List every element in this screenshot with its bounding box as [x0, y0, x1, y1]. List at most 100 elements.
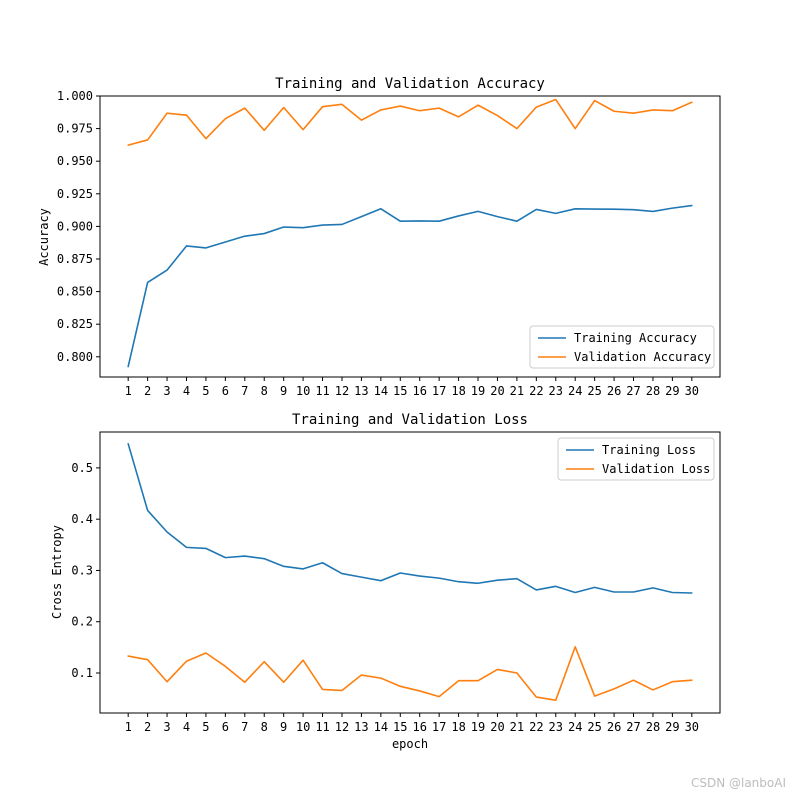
- accuracy-x-tick-label: 17: [432, 384, 446, 398]
- accuracy-x-tick-label: 1: [125, 384, 132, 398]
- accuracy-x-tick-label: 5: [202, 384, 209, 398]
- accuracy-x-tick-label: 28: [646, 384, 660, 398]
- loss-x-tick-label: 21: [510, 720, 524, 734]
- accuracy-y-tick-label: 0.800: [57, 350, 93, 364]
- loss-y-ticks: 0.1 0.2 0.3 0.4 0.5: [71, 461, 100, 680]
- legend-label-training-loss: Training Loss: [602, 443, 696, 457]
- loss-x-tick-label: 15: [393, 720, 407, 734]
- accuracy-x-tick-label: 14: [374, 384, 388, 398]
- loss-x-tick-label: 13: [354, 720, 368, 734]
- accuracy-legend-box: [529, 325, 715, 369]
- accuracy-x-tick-label: 20: [490, 384, 504, 398]
- loss-x-tick-label: 3: [163, 720, 170, 734]
- accuracy-y-tick-label: 0.975: [57, 122, 93, 136]
- loss-y-axis-label: Cross Entropy: [50, 525, 64, 619]
- accuracy-x-tick-label: 22: [529, 384, 543, 398]
- loss-x-tick-label: 25: [587, 720, 601, 734]
- legend-label-training-accuracy: Training Accuracy: [574, 331, 697, 345]
- accuracy-y-ticks: 0.800 0.825 0.850 0.875 0.900 0.925 0.950 0.975…: [57, 89, 100, 364]
- loss-x-tick-label: 6: [222, 720, 229, 734]
- accuracy-legend: Training Accuracy Validation Accuracy: [529, 325, 715, 369]
- loss-chart-title: Training and Validation Loss: [292, 412, 528, 428]
- loss-x-tick-label: 12: [335, 720, 349, 734]
- loss-x-tick-label: 27: [626, 720, 640, 734]
- accuracy-x-tick-label: 16: [412, 384, 426, 398]
- loss-legend-box: [557, 437, 715, 481]
- loss-x-tick-label: 9: [280, 720, 287, 734]
- loss-x-tick-label: 19: [471, 720, 485, 734]
- loss-chart: Training and Validation Loss Cross Entro…: [50, 412, 721, 751]
- accuracy-x-tick-label: 24: [568, 384, 582, 398]
- loss-x-tick-label: 5: [202, 720, 209, 734]
- loss-x-tick-label: 24: [568, 720, 582, 734]
- accuracy-plot-area: [99, 95, 721, 378]
- accuracy-y-tick-label: 1.000: [57, 89, 93, 103]
- accuracy-x-tick-label: 10: [296, 384, 310, 398]
- accuracy-x-tick-label: 21: [510, 384, 524, 398]
- legend-label-validation-loss: Validation Loss: [602, 462, 710, 476]
- accuracy-x-tick-label: 25: [587, 384, 601, 398]
- accuracy-x-tick-label: 13: [354, 384, 368, 398]
- loss-series: [127, 442, 693, 701]
- accuracy-y-tick-label: 0.850: [57, 285, 93, 299]
- watermark: CSDN @lanboAI: [690, 776, 786, 790]
- accuracy-y-tick-label: 0.825: [57, 317, 93, 331]
- loss-y-tick-label: 0.3: [71, 563, 93, 577]
- loss-legend: Training Loss Validation Loss: [557, 437, 715, 481]
- validation-accuracy-line: [127, 98, 693, 146]
- loss-x-tick-label: 26: [607, 720, 621, 734]
- loss-x-tick-label: 16: [412, 720, 426, 734]
- legend-label-validation-accuracy: Validation Accuracy: [574, 350, 711, 364]
- accuracy-x-tick-label: 18: [451, 384, 465, 398]
- accuracy-x-tick-label: 29: [665, 384, 679, 398]
- loss-x-tick-label: 1: [125, 720, 132, 734]
- loss-x-tick-label: 30: [685, 720, 699, 734]
- accuracy-series: [127, 98, 693, 368]
- loss-x-tick-label: 7: [241, 720, 248, 734]
- loss-plot-area: [99, 431, 721, 714]
- accuracy-x-tick-label: 12: [335, 384, 349, 398]
- loss-x-tick-label: 29: [665, 720, 679, 734]
- accuracy-y-tick-label: 0.925: [57, 187, 93, 201]
- loss-y-tick-label: 0.5: [71, 461, 93, 475]
- accuracy-x-tick-label: 15: [393, 384, 407, 398]
- loss-x-axis-label: epoch: [392, 737, 428, 751]
- accuracy-x-tick-label: 19: [471, 384, 485, 398]
- loss-x-tick-label: 20: [490, 720, 504, 734]
- loss-y-tick-label: 0.1: [71, 666, 93, 680]
- accuracy-x-tick-label: 30: [685, 384, 699, 398]
- accuracy-x-tick-label: 2: [144, 384, 151, 398]
- accuracy-chart-title: Training and Validation Accuracy: [275, 76, 545, 92]
- accuracy-x-tick-label: 7: [241, 384, 248, 398]
- accuracy-x-tick-label: 26: [607, 384, 621, 398]
- loss-x-tick-label: 23: [549, 720, 563, 734]
- loss-x-tick-label: 8: [261, 720, 268, 734]
- loss-y-tick-label: 0.2: [71, 615, 93, 629]
- loss-x-tick-label: 22: [529, 720, 543, 734]
- loss-x-tick-label: 4: [183, 720, 190, 734]
- loss-x-tick-label: 18: [451, 720, 465, 734]
- accuracy-x-tick-label: 6: [222, 384, 229, 398]
- loss-x-ticks: 1 2 3 4 5 6 7 8 9 10 11 12 13 14 15 16 17 18 19 20 21 22 23 24 2…: [125, 713, 699, 734]
- accuracy-y-tick-label: 0.875: [57, 252, 93, 266]
- accuracy-x-tick-label: 8: [261, 384, 268, 398]
- accuracy-y-axis-label: Accuracy: [37, 208, 51, 266]
- loss-y-tick-label: 0.4: [71, 512, 93, 526]
- accuracy-y-tick-label: 0.950: [57, 154, 93, 168]
- loss-x-tick-label: 14: [374, 720, 388, 734]
- accuracy-x-tick-label: 3: [163, 384, 170, 398]
- accuracy-y-tick-label: 0.900: [57, 219, 93, 233]
- training-loss-line: [127, 442, 693, 594]
- accuracy-x-tick-label: 11: [315, 384, 329, 398]
- training-accuracy-line: [127, 204, 693, 368]
- accuracy-x-tick-label: 4: [183, 384, 190, 398]
- accuracy-x-tick-label: 9: [280, 384, 287, 398]
- loss-x-tick-label: 11: [315, 720, 329, 734]
- accuracy-x-tick-label: 23: [549, 384, 563, 398]
- accuracy-x-tick-label: 27: [626, 384, 640, 398]
- loss-x-tick-label: 2: [144, 720, 151, 734]
- loss-x-tick-label: 10: [296, 720, 310, 734]
- accuracy-chart: Training and Validation Accuracy Accurac…: [37, 76, 721, 398]
- loss-x-tick-label: 28: [646, 720, 660, 734]
